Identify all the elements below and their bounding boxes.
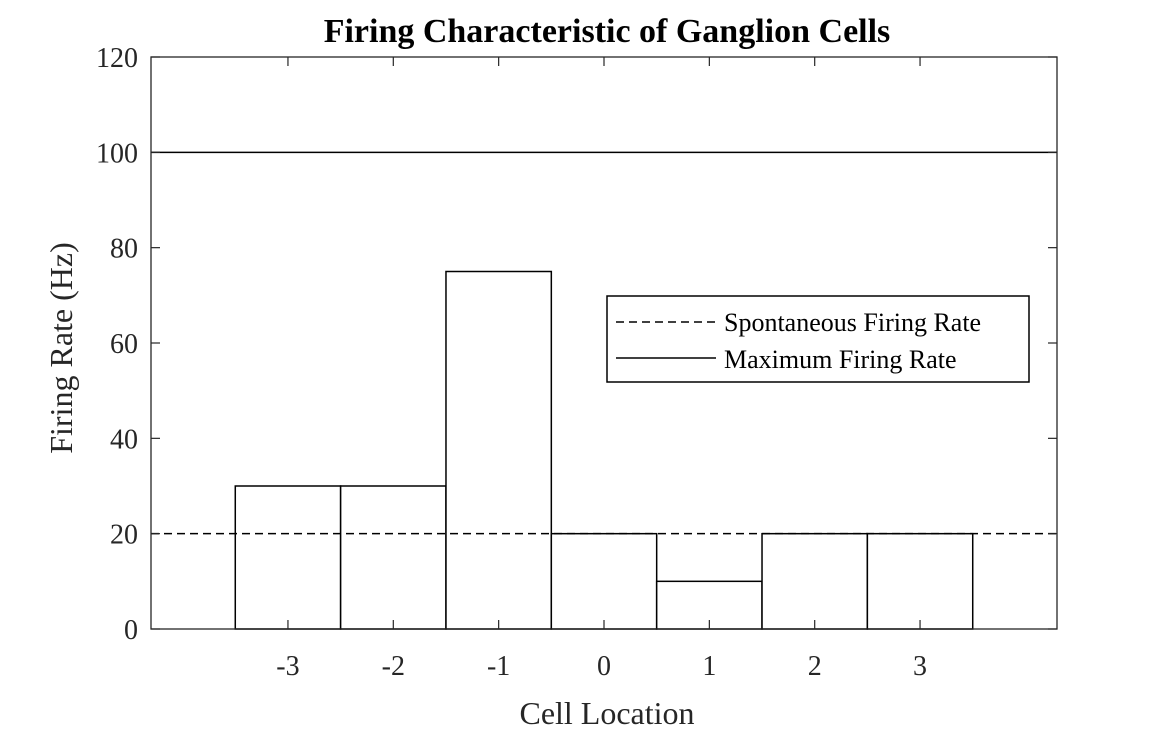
x-tick-label: 1 (702, 651, 716, 682)
y-tick-label: 80 (110, 234, 138, 265)
y-tick-label: 20 (110, 520, 138, 551)
y-tick-label: 60 (110, 329, 138, 360)
legend-label-maximum: Maximum Firing Rate (724, 345, 957, 374)
legend: Spontaneous Firing Rate Maximum Firing R… (606, 295, 1030, 383)
x-tick-label: -2 (382, 651, 405, 682)
x-tick-label: -3 (276, 651, 299, 682)
y-tick-label: 120 (96, 43, 138, 74)
legend-label-spontaneous: Spontaneous Firing Rate (724, 308, 981, 337)
y-tick-label: 40 (110, 424, 138, 455)
bar-2 (761, 532, 869, 630)
bar-0 (550, 532, 658, 630)
legend-box (606, 295, 1030, 383)
x-tick-label: -1 (487, 651, 510, 682)
x-tick-label: 0 (597, 651, 611, 682)
x-tick-label: 3 (913, 651, 927, 682)
y-axis-label: Firing Rate (Hz) (43, 242, 79, 454)
bar--1 (445, 270, 553, 630)
x-axis-label: Cell Location (519, 695, 694, 731)
ticks-group: 0 20 40 60 80 100 120 -3 -2 -1 0 1 2 3 (96, 43, 1057, 682)
y-tick-label: 100 (96, 138, 138, 169)
reference-lines-group (151, 151, 1057, 535)
chart-title: Firing Characteristic of Ganglion Cells (324, 13, 891, 50)
bar--2 (339, 485, 447, 630)
bar-3 (866, 532, 974, 630)
bars-group (234, 270, 974, 630)
x-tick-label: 2 (808, 651, 822, 682)
y-tick-label: 0 (124, 615, 138, 646)
bar--3 (234, 485, 342, 630)
